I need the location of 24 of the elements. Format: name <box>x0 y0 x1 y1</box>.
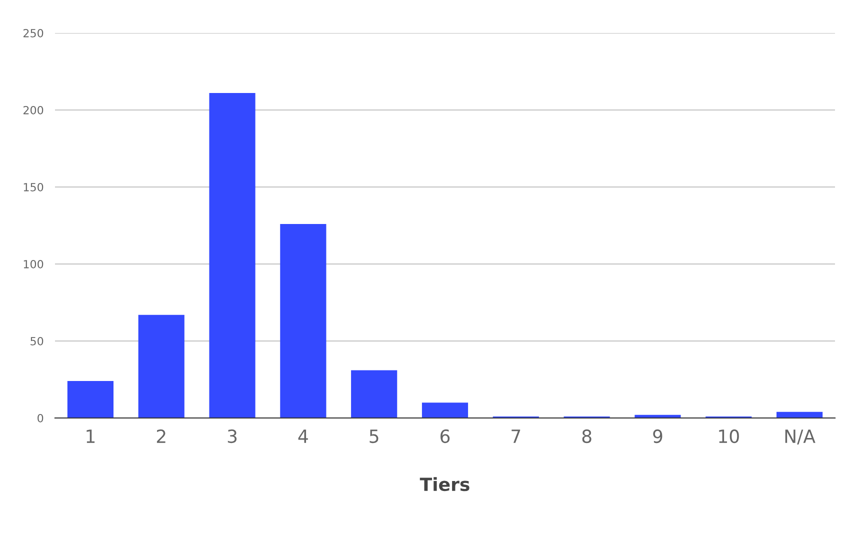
x-axis-title: Tiers <box>420 477 470 492</box>
x-tick-label: 7 <box>512 430 520 443</box>
x-tick-label: 8 <box>582 429 592 444</box>
y-tick-label: 250 <box>23 28 44 38</box>
bar <box>280 224 326 418</box>
y-tick-label: 100 <box>24 260 44 268</box>
x-tick-label: 3 <box>228 429 237 444</box>
y-tick-label: 150 <box>24 182 44 192</box>
x-tick-label: 10 <box>719 429 739 444</box>
x-tick-label: 5 <box>370 430 378 444</box>
bar <box>138 314 184 418</box>
x-tick-label: 2 <box>156 429 166 443</box>
x-tick-label: 4 <box>298 430 308 443</box>
x-tick-label: N/A <box>785 430 816 445</box>
y-tick-label: 200 <box>23 106 44 114</box>
y-tick-label: 0 <box>38 414 44 422</box>
bar <box>351 370 398 418</box>
x-tick-label: 6 <box>440 429 450 444</box>
x-tick-label: 1 <box>86 430 95 443</box>
bar <box>67 381 114 418</box>
bar <box>209 93 256 418</box>
y-tick-label: 50 <box>30 336 44 346</box>
x-tick-label: 9 <box>653 429 662 444</box>
bar <box>422 402 468 418</box>
